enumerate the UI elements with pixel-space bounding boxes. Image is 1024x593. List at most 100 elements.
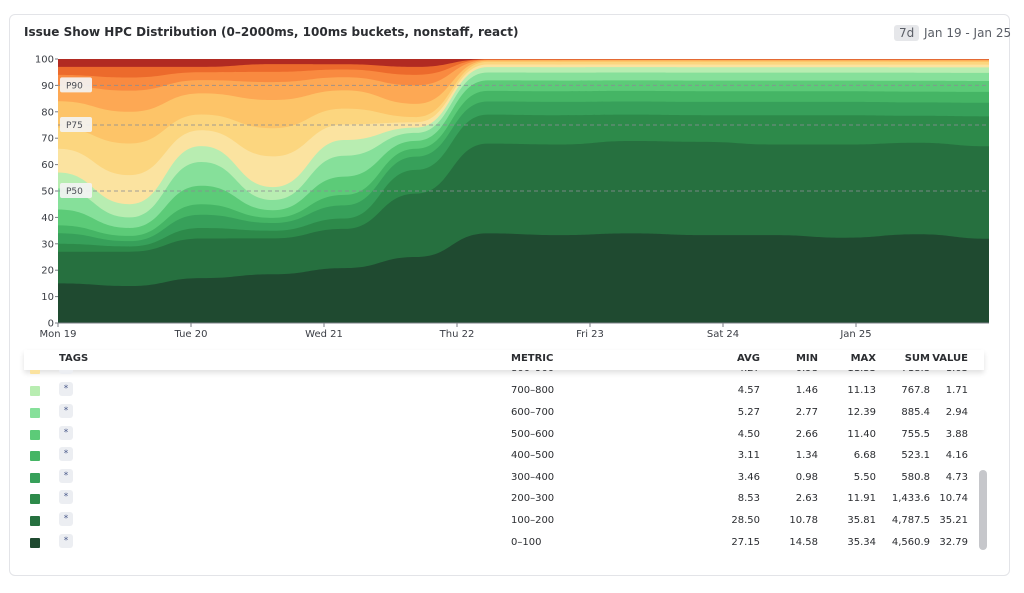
header-tags[interactable]: TAGS xyxy=(59,353,89,364)
table-scrollbar-thumb[interactable] xyxy=(979,470,987,550)
cell-avg: 3.46 xyxy=(737,472,760,483)
table-row[interactable]: * 100–200 28.50 10.78 35.81 4,787.5 35.21 xyxy=(24,511,974,533)
cell-max: 6.68 xyxy=(853,450,876,461)
series-color-swatch xyxy=(30,386,40,396)
reference-label: P90 xyxy=(66,81,83,91)
tag-chip[interactable]: * xyxy=(59,370,73,374)
cell-value: 2.94 xyxy=(945,407,968,418)
y-tick-label: 50 xyxy=(41,187,54,198)
y-tick-label: 100 xyxy=(35,55,54,66)
cell-value: 1.03 xyxy=(924,370,968,374)
reference-label-bg xyxy=(60,117,92,132)
date-range[interactable]: Jan 19 - Jan 25 xyxy=(924,26,1012,40)
cell-min: 0.98 xyxy=(795,472,818,483)
cell-min: 2.77 xyxy=(795,407,818,418)
cell-min: 2.63 xyxy=(795,493,818,504)
x-tick-label: Wed 21 xyxy=(305,329,343,340)
cell-sum: 4,560.9 xyxy=(891,537,930,548)
period-badge[interactable]: 7d xyxy=(894,25,920,41)
cell-min: 14.58 xyxy=(789,537,818,548)
x-tick-label: Jan 25 xyxy=(839,329,871,340)
y-tick-label: 30 xyxy=(41,239,54,250)
x-tick-label: Mon 19 xyxy=(40,329,77,340)
cell-metric: 600–700 xyxy=(511,407,555,418)
cell-value: 35.21 xyxy=(939,515,968,526)
series-color-swatch xyxy=(30,370,40,374)
tag-chip[interactable]: * xyxy=(59,404,73,418)
cell-value: 10.74 xyxy=(939,493,968,504)
series-color-swatch xyxy=(30,538,40,548)
tag-chip[interactable]: * xyxy=(59,469,73,483)
header-avg[interactable]: AVG xyxy=(736,353,760,364)
table-row[interactable]: * 600–700 5.27 2.77 12.39 885.4 2.94 xyxy=(24,403,974,425)
legend-table-body: *800–9004.270.9811.33718.81.03*700–8004.… xyxy=(24,370,974,554)
cell-value: 3.88 xyxy=(945,429,968,440)
tag-chip[interactable]: * xyxy=(59,490,73,504)
header-metric[interactable]: METRIC xyxy=(511,353,554,364)
tag-chip[interactable]: * xyxy=(59,512,73,526)
tag-chip[interactable]: * xyxy=(59,447,73,461)
cell-metric: 200–300 xyxy=(511,493,555,504)
table-row[interactable]: * 800–900 4.27 0.9811.33718.81.03 xyxy=(24,370,974,381)
cell-min: 1.46 xyxy=(795,385,818,396)
stacked-area-chart[interactable]: 0 10 20 30 40 50 60 70 80 90 100 Mon 19 Tue 20 Wed 21… xyxy=(0,0,1024,350)
y-tick-label: 60 xyxy=(41,160,54,171)
cell-min: 1.34 xyxy=(795,450,818,461)
table-row[interactable]: * 0–100 27.15 14.58 35.34 4,560.9 32.79 xyxy=(24,533,974,554)
y-tick-label: 90 xyxy=(41,81,54,92)
x-tick-label: Thu 22 xyxy=(439,329,475,340)
cell-sum: 755.5 xyxy=(901,429,930,440)
table-row[interactable]: * 500–600 4.50 2.66 11.40 755.5 3.88 xyxy=(24,425,974,447)
cell-avg: 4.27 xyxy=(704,370,760,374)
series-color-swatch xyxy=(30,408,40,418)
y-tick-label: 10 xyxy=(41,292,54,303)
cell-value: 32.79 xyxy=(939,537,968,548)
cell-metric: 400–500 xyxy=(511,450,555,461)
tag-chip[interactable]: * xyxy=(59,382,73,396)
area-series xyxy=(58,233,989,323)
table-row[interactable]: * 400–500 3.11 1.34 6.68 523.1 4.16 xyxy=(24,446,974,468)
cell-max: 5.50 xyxy=(853,472,876,483)
y-tick-label: 70 xyxy=(41,134,54,145)
y-tick-label: 40 xyxy=(41,213,54,224)
header-sum[interactable]: SUM xyxy=(904,353,930,364)
series-color-swatch xyxy=(30,516,40,526)
cell-max: 11.40 xyxy=(847,429,876,440)
cell-metric: 0–100 xyxy=(511,537,542,548)
cell-sum: 580.8 xyxy=(901,472,930,483)
table-row[interactable]: * 300–400 3.46 0.98 5.50 580.8 4.73 xyxy=(24,468,974,490)
cell-value: 4.16 xyxy=(945,450,968,461)
cell-sum: 1,433.6 xyxy=(891,493,930,504)
cell-metric: 300–400 xyxy=(511,472,555,483)
panel-title: Issue Show HPC Distribution (0–2000ms, 1… xyxy=(24,25,519,39)
cell-avg: 28.50 xyxy=(731,515,760,526)
series-color-swatch xyxy=(30,473,40,483)
table-row[interactable]: * 700–800 4.57 1.46 11.13 767.8 1.71 xyxy=(24,381,974,403)
x-tick-label: Tue 20 xyxy=(174,329,208,340)
y-tick-label: 0 xyxy=(48,319,54,330)
series-color-swatch xyxy=(30,494,40,504)
legend-table-header: TAGS METRIC AVG MIN MAX SUM VALUE xyxy=(24,350,984,370)
cell-min: 10.78 xyxy=(789,515,818,526)
cell-metric: 500–600 xyxy=(511,429,555,440)
reference-label-bg xyxy=(60,183,92,198)
cell-metric: 700–800 xyxy=(511,385,555,396)
cell-avg: 4.57 xyxy=(737,385,760,396)
tag-chip[interactable]: * xyxy=(59,426,73,440)
cell-max: 12.39 xyxy=(847,407,876,418)
cell-max: 35.81 xyxy=(847,515,876,526)
cell-max: 11.13 xyxy=(847,385,876,396)
cell-sum: 523.1 xyxy=(901,450,930,461)
cell-avg: 8.53 xyxy=(737,493,760,504)
cell-min: 0.98 xyxy=(764,370,818,374)
series-color-swatch xyxy=(30,430,40,440)
header-max[interactable]: MAX xyxy=(850,353,876,364)
cell-avg: 27.15 xyxy=(731,537,760,548)
tag-chip[interactable]: * xyxy=(59,534,73,548)
table-row[interactable]: * 200–300 8.53 2.63 11.91 1,433.6 10.74 xyxy=(24,489,974,511)
cell-sum: 767.8 xyxy=(901,385,930,396)
header-min[interactable]: MIN xyxy=(795,353,818,364)
cell-sum: 885.4 xyxy=(901,407,930,418)
cell-avg: 3.11 xyxy=(737,450,760,461)
header-value[interactable]: VALUE xyxy=(932,353,968,364)
